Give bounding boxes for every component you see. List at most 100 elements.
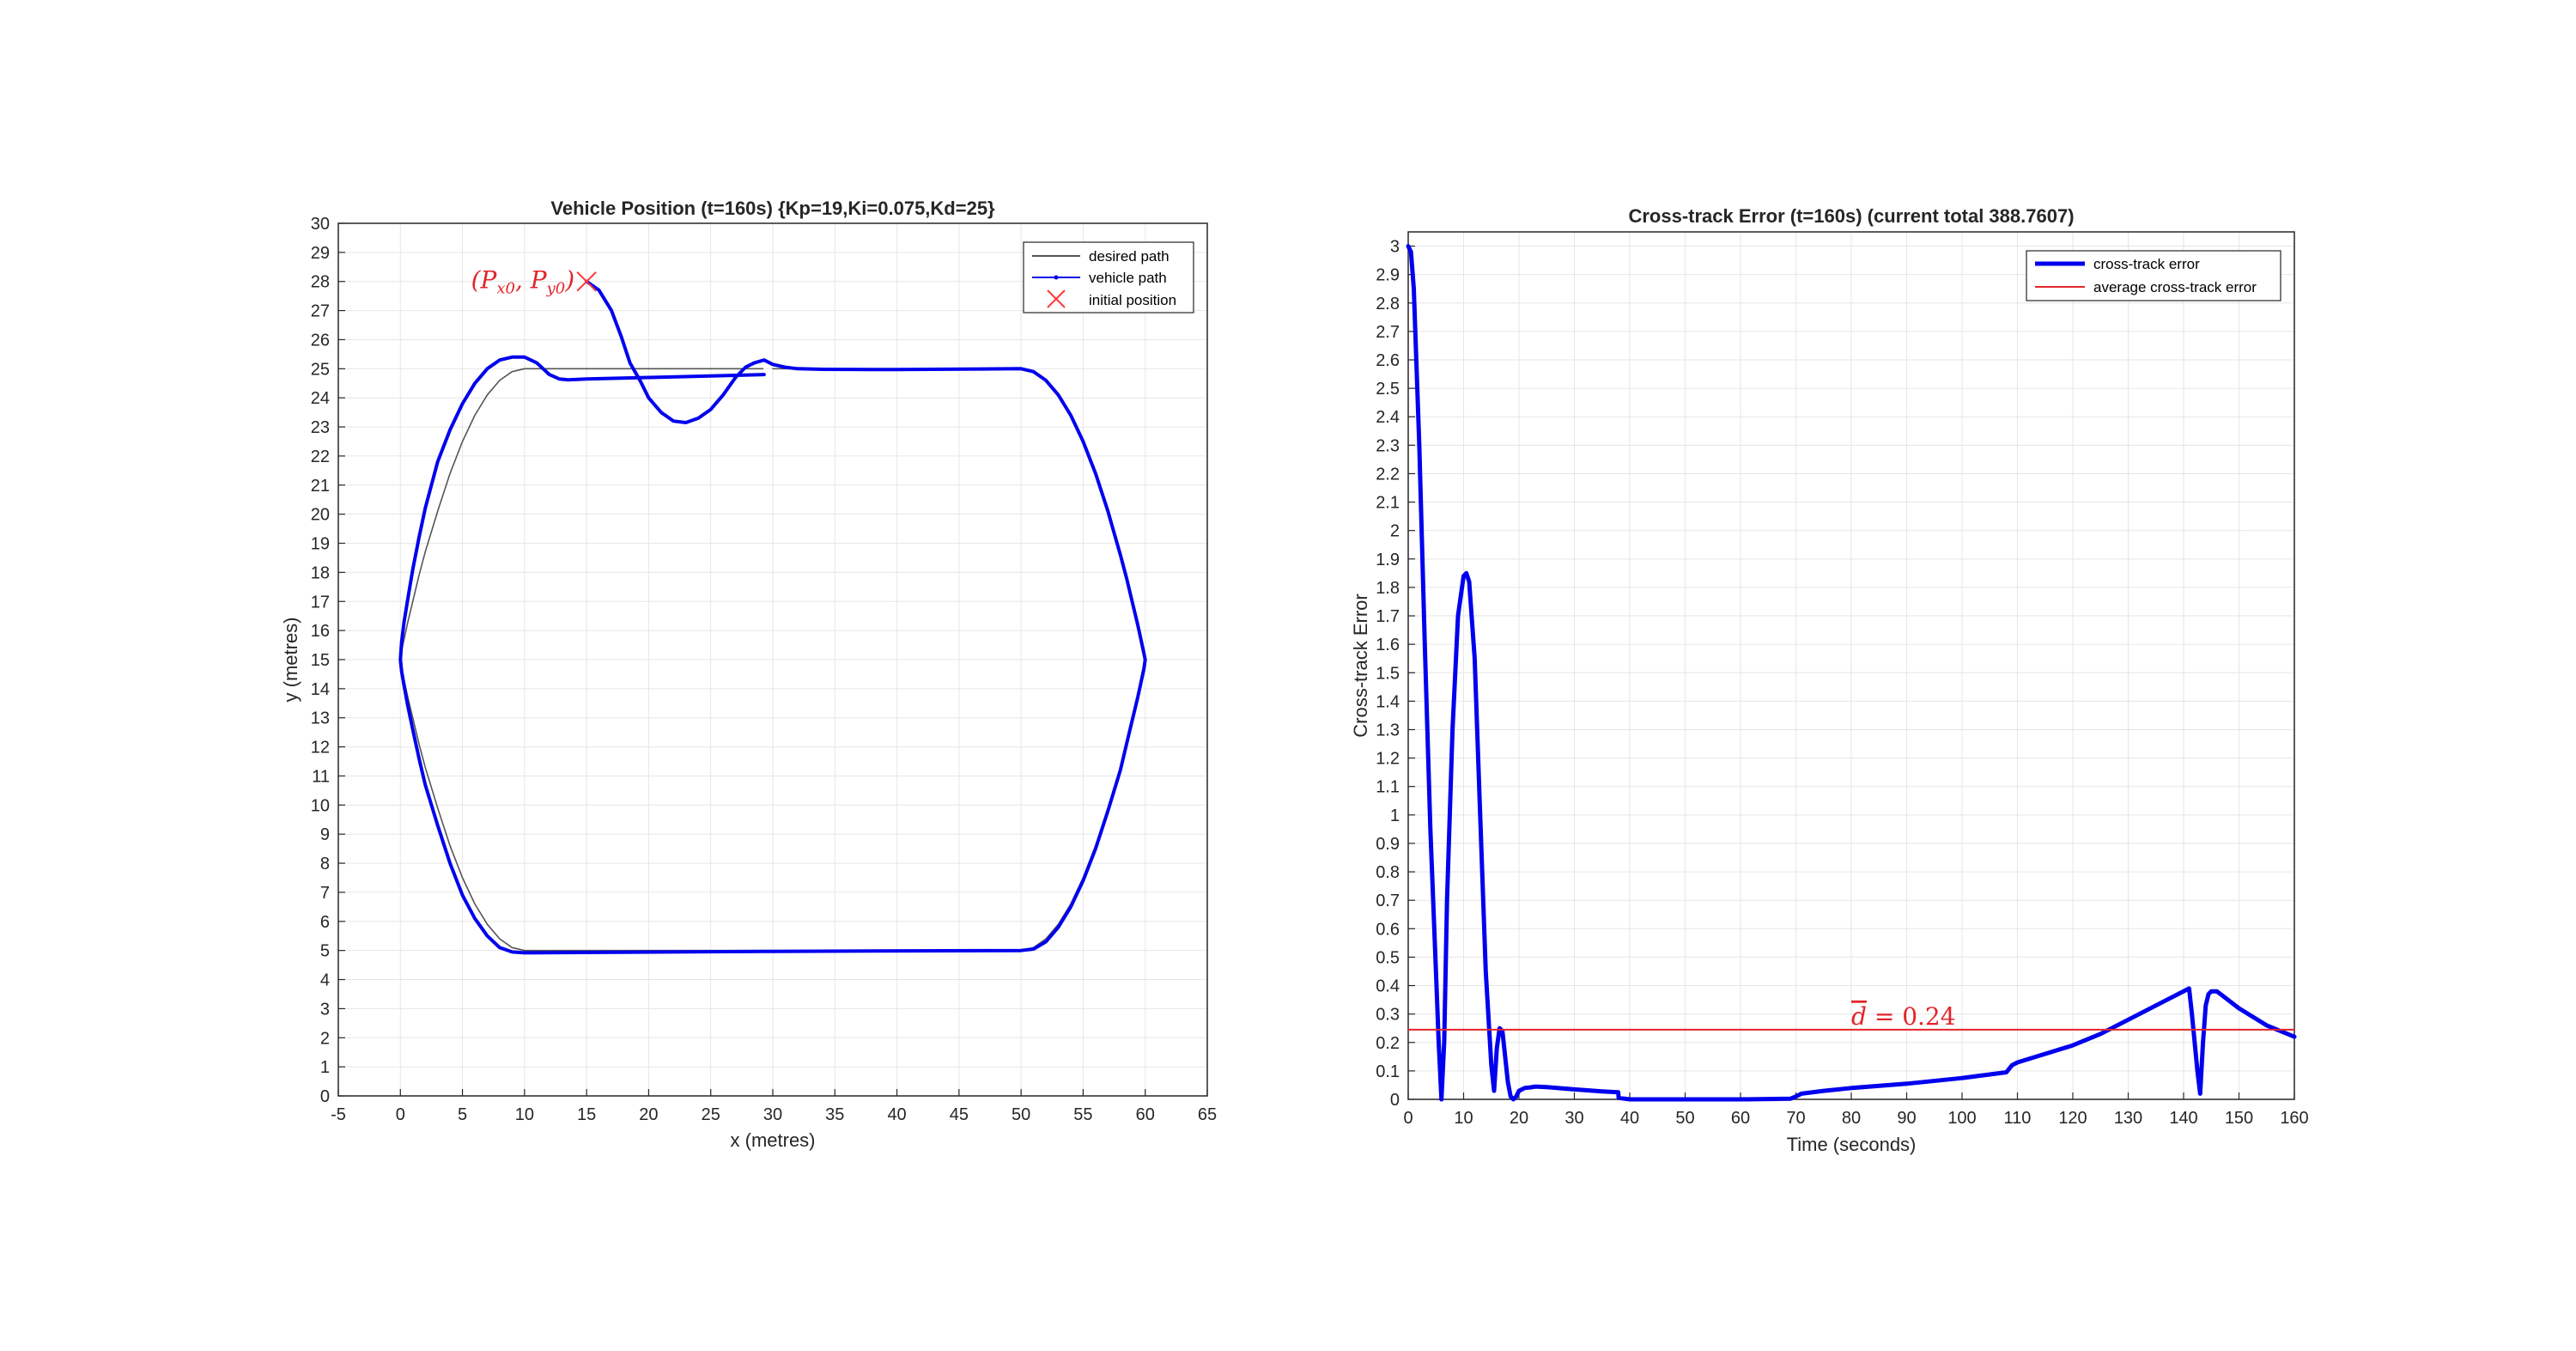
- legend: desired path vehicle path initial positi…: [1023, 241, 1194, 313]
- y-tick-label: 2.4: [1376, 408, 1400, 427]
- initial-position-annotation: (Px0, Py0): [471, 266, 597, 298]
- x-tick-label: 70: [1786, 1109, 1805, 1128]
- chart-title: Cross-track Error (t=160s) (current tota…: [1628, 205, 2074, 227]
- y-tick-label: 2.5: [1376, 380, 1400, 399]
- y-tick-label: 0.1: [1376, 1062, 1400, 1081]
- x-tick-label: 140: [2169, 1109, 2197, 1128]
- annotation-sub-y: y0: [546, 280, 566, 298]
- x-tick-label: 15: [577, 1105, 596, 1124]
- y-tick-label: 3: [320, 1000, 330, 1019]
- y-tick-label: 0: [1390, 1091, 1400, 1110]
- y-tick-label: 2.7: [1376, 323, 1400, 342]
- x-tick-label: 10: [1454, 1109, 1473, 1128]
- y-tick-label: 2.1: [1376, 494, 1400, 513]
- initial-position-marker: [576, 271, 597, 292]
- initial-position-label: (Px0, Py0): [471, 266, 575, 298]
- y-tick-label: 6: [320, 913, 330, 932]
- x-tick-label: 80: [1842, 1109, 1861, 1128]
- cross-track-error-plot: 0 10 20 30 40 50 60 70 80 90 100 110 120 130 140 150 160…: [1350, 205, 2309, 1155]
- y-tick-label: 17: [311, 593, 330, 612]
- y-tick-label: 15: [311, 651, 330, 670]
- y-tick-label: 0.6: [1376, 920, 1400, 939]
- legend-marker-vehicle-path: [1054, 275, 1059, 280]
- y-tick-label: 1.3: [1376, 721, 1400, 740]
- y-tick-label: 2: [320, 1029, 330, 1048]
- y-tick-label: 1.5: [1376, 664, 1400, 683]
- x-tick-label: 20: [639, 1105, 658, 1124]
- y-tick-label: 2.3: [1376, 436, 1400, 455]
- y-tick-label: 2.6: [1376, 351, 1400, 370]
- y-tick-label: 1: [1390, 806, 1400, 825]
- x-tick-label: 60: [1136, 1105, 1155, 1124]
- x-tick-label: 35: [825, 1105, 844, 1124]
- x-tick-label: 50: [1675, 1109, 1694, 1128]
- x-tick-label: 160: [2280, 1109, 2308, 1128]
- x-tick-label: 60: [1731, 1109, 1750, 1128]
- x-tick-label: 110: [2004, 1109, 2032, 1128]
- y-tick-labels: 0123456789101112131415161718192021222324…: [311, 215, 330, 1106]
- y-tick-label: 1.8: [1376, 579, 1400, 598]
- x-tick-label: 50: [1012, 1105, 1030, 1124]
- y-tick-label: 1.6: [1376, 636, 1400, 654]
- annotation-sub-x: x0: [496, 280, 515, 298]
- vehicle-position-plot: -5 0 5 10 15 20 25 30 35 40 45 50 55 60 65 01234567891…: [280, 198, 1217, 1151]
- y-tick-label: 1.2: [1376, 750, 1400, 769]
- x-tick-label: 100: [1947, 1109, 1976, 1128]
- series-layer: [398, 279, 1147, 955]
- average-value: = 0.24: [1867, 1002, 1956, 1031]
- y-tick-label: 2.9: [1376, 266, 1400, 285]
- y-tick-label: 1.9: [1376, 551, 1400, 569]
- average-annotation: d = 0.24: [1851, 1002, 1956, 1031]
- annotation-close: ): [564, 266, 574, 295]
- x-tick-label: 40: [887, 1105, 906, 1124]
- x-tick-label: 30: [1564, 1109, 1583, 1128]
- x-tick-label: 0: [1403, 1109, 1413, 1128]
- y-tick-label: 10: [311, 796, 330, 815]
- x-tick-label: 40: [1620, 1109, 1639, 1128]
- y-tick-label: 0.9: [1376, 835, 1400, 854]
- x-tick-label: 55: [1073, 1105, 1092, 1124]
- y-tick-label: 16: [311, 622, 330, 641]
- y-tick-label: 0.2: [1376, 1034, 1400, 1053]
- x-tick-label: 150: [2225, 1109, 2253, 1128]
- y-tick-label: 25: [311, 360, 330, 379]
- y-tick-labels: 0 0.1 0.2 0.3 0.4 0.5 0.6 0.7 0.8 0.9 1 1.1 1.2 1.3 1.…: [1376, 238, 1400, 1110]
- x-tick-labels: 0 10 20 30 40 50 60 70 80 90 100 110 120 130 140 150 160: [1403, 1109, 2308, 1128]
- y-tick-label: 4: [320, 971, 330, 990]
- y-tick-label: 26: [311, 331, 330, 350]
- legend-label-cross-track-error: cross-track error: [2093, 256, 2200, 272]
- cross-track-error-line: [1406, 244, 2297, 1102]
- y-tick-label: 19: [311, 535, 330, 554]
- y-tick-label: 12: [311, 739, 330, 758]
- y-tick-label: 3: [1390, 238, 1400, 257]
- y-tick-label: 5: [320, 942, 330, 961]
- y-tick-label: 2.2: [1376, 465, 1400, 484]
- x-tick-label: 0: [396, 1105, 405, 1124]
- y-tick-label: 20: [311, 506, 330, 525]
- y-tick-label: 1.7: [1376, 607, 1400, 626]
- legend-marker-initial-position: [1047, 289, 1066, 308]
- legend-label-vehicle-path: vehicle path: [1089, 270, 1167, 286]
- y-tick-label: 8: [320, 855, 330, 873]
- y-tick-label: 0.4: [1376, 977, 1400, 996]
- legend-label-initial-position: initial position: [1089, 292, 1176, 308]
- x-tick-label: -5: [331, 1105, 346, 1124]
- y-tick-label: 0.8: [1376, 863, 1400, 882]
- x-tick-label: 20: [1510, 1109, 1528, 1128]
- x-tick-label: 5: [458, 1105, 467, 1124]
- vehicle-path-line: [398, 279, 1147, 955]
- y-tick-label: 24: [311, 389, 330, 408]
- y-tick-label: 21: [311, 477, 330, 496]
- y-axis-label: Cross-track Error: [1350, 593, 1371, 737]
- series-layer: [1406, 244, 2297, 1102]
- y-tick-label: 13: [311, 709, 330, 728]
- x-tick-label: 90: [1897, 1109, 1916, 1128]
- axes-box: [337, 222, 1208, 1097]
- y-tick-label: 2.8: [1376, 295, 1400, 313]
- y-tick-label: 14: [311, 680, 330, 699]
- y-tick-label: 9: [320, 825, 330, 844]
- x-axis-label: x (metres): [731, 1129, 816, 1151]
- y-tick-label: 7: [320, 884, 330, 903]
- axes-box: [1407, 231, 2295, 1100]
- annotation-open: (P: [471, 266, 498, 295]
